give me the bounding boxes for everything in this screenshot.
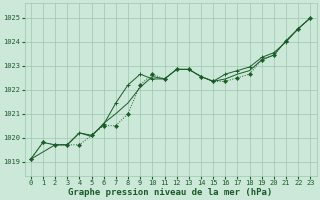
X-axis label: Graphe pression niveau de la mer (hPa): Graphe pression niveau de la mer (hPa) (68, 188, 273, 197)
